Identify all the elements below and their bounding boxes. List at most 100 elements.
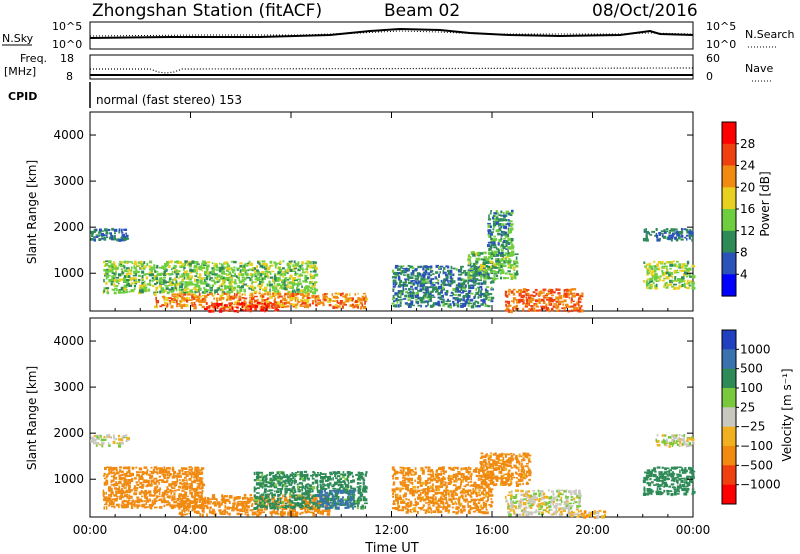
data-cell bbox=[301, 292, 304, 296]
data-cell bbox=[576, 307, 579, 310]
data-cell bbox=[498, 214, 502, 216]
data-cell bbox=[540, 290, 543, 294]
data-cell bbox=[231, 274, 233, 277]
data-cell bbox=[131, 262, 134, 265]
data-cell bbox=[397, 294, 399, 298]
data-cell bbox=[357, 487, 361, 491]
data-cell bbox=[485, 290, 489, 294]
data-region bbox=[204, 301, 281, 313]
data-cell bbox=[513, 511, 516, 515]
data-cell bbox=[201, 509, 205, 513]
freq-axis-top: 18 bbox=[60, 52, 74, 65]
data-cell bbox=[668, 236, 672, 239]
data-cell bbox=[478, 494, 481, 497]
data-cell bbox=[292, 270, 296, 272]
data-cell bbox=[551, 294, 554, 297]
data-cell bbox=[296, 511, 299, 515]
data-cell bbox=[645, 263, 649, 267]
data-cell bbox=[397, 304, 400, 308]
data-cell bbox=[324, 506, 329, 510]
data-cell bbox=[296, 474, 300, 476]
data-cell bbox=[485, 286, 490, 288]
data-cell bbox=[510, 460, 512, 464]
data-cell bbox=[278, 292, 282, 296]
data-cell bbox=[326, 297, 330, 300]
data-cell bbox=[294, 297, 297, 299]
data-cell bbox=[475, 287, 477, 291]
data-cell bbox=[170, 504, 175, 508]
data-cell bbox=[288, 509, 293, 512]
data-cell bbox=[93, 236, 95, 239]
data-cell bbox=[462, 302, 466, 306]
data-cell bbox=[482, 469, 485, 472]
power-ylabel: Slant Range [km] bbox=[25, 160, 39, 264]
data-cell bbox=[421, 280, 426, 283]
data-cell bbox=[565, 494, 567, 497]
data-cell bbox=[492, 481, 495, 484]
data-cell bbox=[166, 503, 169, 506]
data-cell bbox=[490, 257, 494, 260]
data-cell bbox=[525, 294, 530, 297]
data-cell bbox=[440, 279, 443, 283]
data-cell bbox=[509, 227, 514, 231]
data-cell bbox=[509, 264, 514, 267]
data-cell bbox=[186, 287, 190, 290]
data-cell bbox=[188, 290, 191, 294]
data-cell bbox=[203, 505, 208, 507]
data-cell bbox=[265, 505, 268, 510]
data-cell bbox=[347, 496, 350, 499]
data-cell bbox=[288, 504, 291, 507]
data-cell bbox=[100, 232, 104, 237]
data-cell bbox=[507, 494, 512, 496]
data-cell bbox=[272, 278, 274, 283]
data-cell bbox=[686, 275, 688, 278]
data-cell bbox=[304, 301, 307, 305]
data-cell bbox=[522, 471, 526, 474]
data-cell bbox=[525, 475, 528, 478]
data-cell bbox=[507, 505, 510, 509]
data-cell bbox=[530, 494, 533, 498]
data-cell bbox=[315, 473, 317, 478]
data-cell bbox=[126, 260, 129, 263]
data-cell bbox=[250, 278, 253, 282]
data-cell bbox=[487, 457, 491, 461]
data-cell bbox=[475, 474, 478, 477]
data-cell bbox=[298, 291, 301, 294]
data-cell bbox=[304, 498, 308, 502]
data-cell bbox=[671, 280, 675, 282]
data-cell bbox=[101, 230, 104, 232]
data-cell bbox=[259, 513, 262, 516]
data-cell bbox=[188, 509, 190, 512]
data-cell bbox=[502, 483, 507, 486]
data-cell bbox=[500, 479, 504, 482]
data-cell bbox=[218, 503, 221, 507]
data-cell bbox=[103, 435, 106, 438]
data-cell bbox=[241, 504, 245, 507]
data-cell bbox=[364, 490, 368, 493]
data-cell bbox=[342, 480, 346, 483]
data-cell bbox=[397, 296, 402, 299]
data-cell bbox=[512, 306, 515, 311]
data-cell bbox=[467, 304, 470, 307]
data-cell bbox=[546, 510, 549, 513]
data-cell bbox=[276, 479, 281, 482]
data-cell bbox=[205, 505, 209, 509]
data-cell bbox=[264, 480, 267, 483]
data-cell bbox=[437, 300, 440, 305]
data-cell bbox=[208, 500, 212, 503]
data-cell bbox=[209, 511, 212, 514]
data-cell bbox=[529, 506, 533, 509]
data-cell bbox=[475, 467, 478, 471]
data-cell bbox=[269, 276, 274, 279]
data-cell bbox=[511, 250, 515, 254]
data-cell bbox=[169, 489, 172, 493]
data-cell bbox=[140, 289, 145, 292]
data-cell bbox=[399, 466, 403, 469]
data-cell bbox=[164, 284, 167, 287]
data-cell bbox=[96, 442, 100, 445]
data-cell bbox=[267, 271, 270, 274]
data-cell bbox=[168, 279, 171, 282]
data-cell bbox=[211, 295, 215, 297]
data-cell bbox=[450, 500, 453, 503]
data-cell bbox=[271, 493, 275, 496]
